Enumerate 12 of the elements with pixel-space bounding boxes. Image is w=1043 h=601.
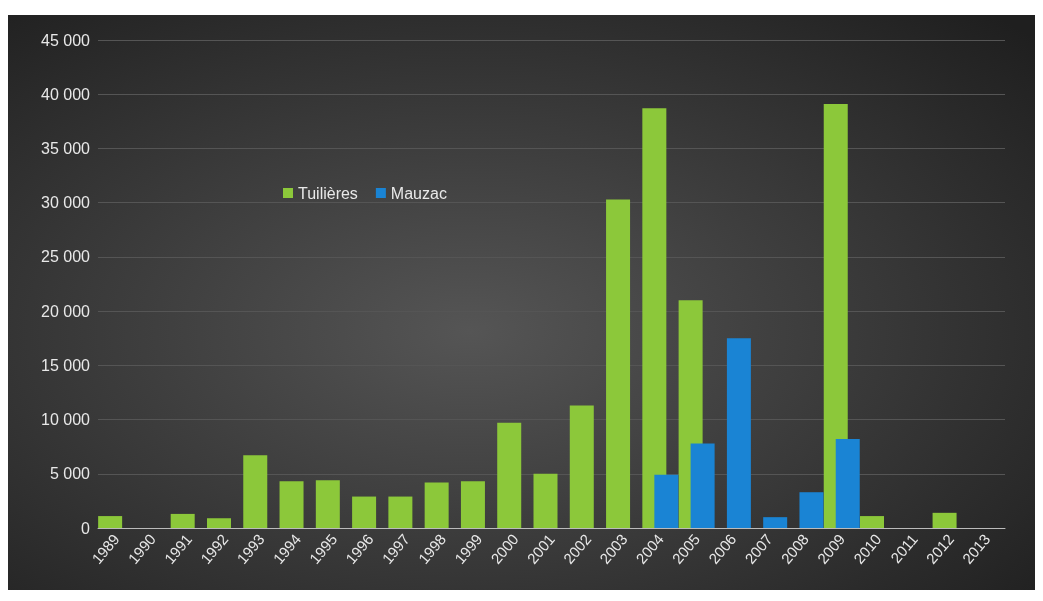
y-tick-label: 0	[81, 519, 91, 537]
y-tick-label: 30 000	[41, 194, 91, 212]
y-tick-label: 10 000	[41, 411, 91, 429]
y-tick-label: 45 000	[41, 31, 91, 49]
legend-label: Tuilières	[298, 184, 358, 202]
y-tick-label: 15 000	[41, 356, 91, 374]
y-tick-label: 20 000	[41, 302, 91, 320]
y-tick-label: 35 000	[41, 139, 91, 157]
y-tick-label: 5 000	[49, 465, 91, 483]
y-tick-label: 25 000	[41, 248, 91, 266]
legend-label: Mauzac	[390, 184, 447, 202]
y-tick-label: 40 000	[41, 85, 91, 103]
